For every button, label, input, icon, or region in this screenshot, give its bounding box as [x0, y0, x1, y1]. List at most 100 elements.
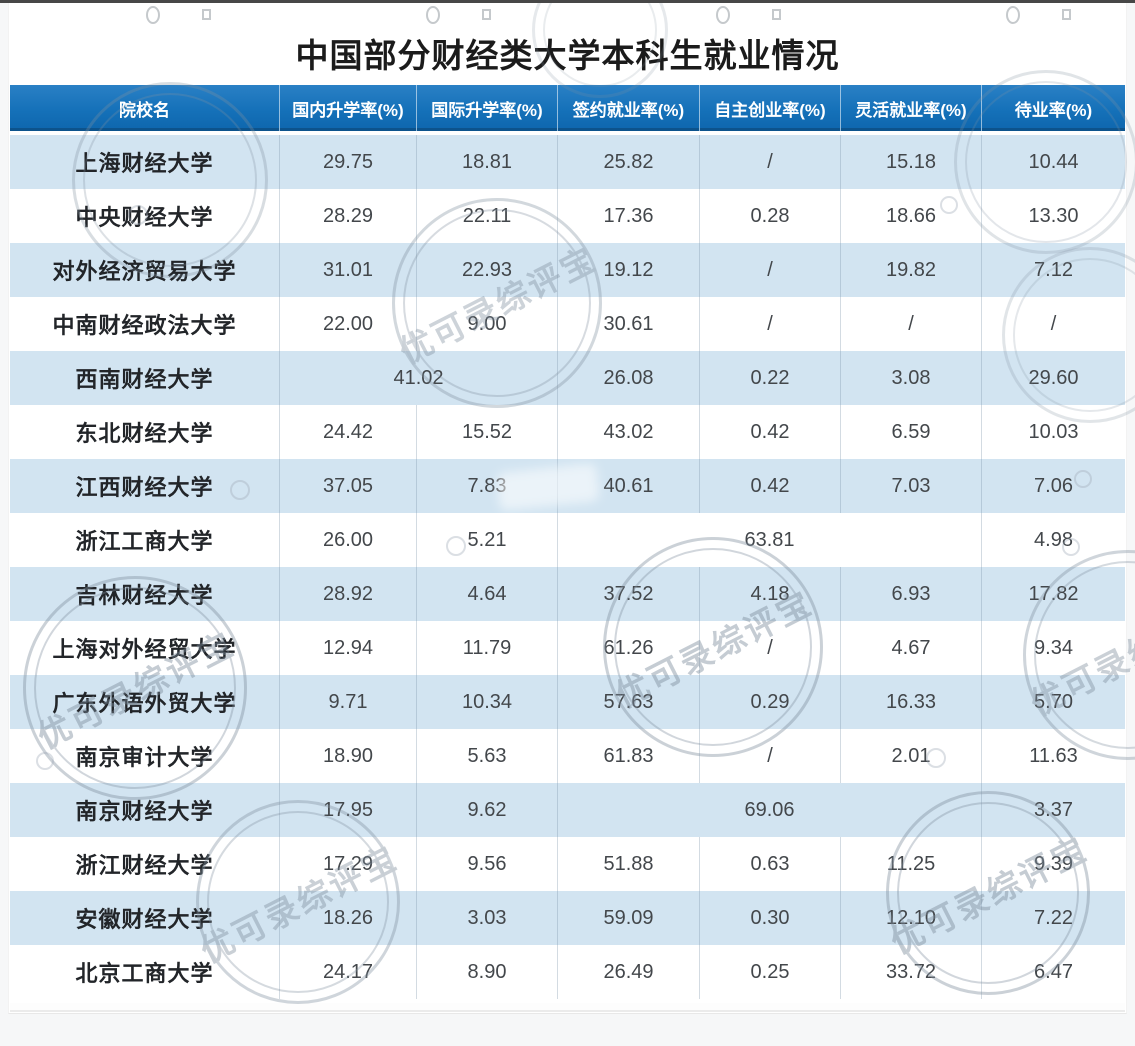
- value-cell: 30.61: [557, 297, 699, 351]
- value-cell: /: [699, 621, 840, 675]
- value-cell: 24.17: [279, 945, 416, 999]
- value-cell: 11.79: [416, 621, 557, 675]
- value-cell: 3.08: [840, 351, 981, 405]
- value-cell: 63.81: [557, 513, 981, 567]
- table-row: 南京审计大学 18.90 5.63 61.83/2.01 11.63: [10, 729, 1125, 783]
- value-cell: /: [981, 297, 1125, 351]
- table-header-row: 院校名 国内升学率(%) 国际升学率(%) 签约就业率(%) 自主创业率(%) 灵活就业率…: [10, 85, 1125, 135]
- value-cell: 8.90: [416, 945, 557, 999]
- value-cell: 31.01: [279, 243, 416, 297]
- value-cell: 16.33: [840, 675, 981, 729]
- value-cell: /: [699, 243, 840, 297]
- university-name-cell: 西南财经大学: [10, 351, 279, 405]
- university-name-cell: 对外经济贸易大学: [10, 243, 279, 297]
- value-cell: 28.92: [279, 567, 416, 621]
- table-row: 北京工商大学 24.17 8.90 26.49 0.25 33.72 6.47: [10, 945, 1125, 999]
- photo-top-edge: [0, 0, 1135, 3]
- value-cell: 13.30: [981, 189, 1125, 243]
- value-cell: 17.29: [279, 837, 416, 891]
- value-cell: 37.05: [279, 459, 416, 513]
- header-cell: 国际升学率(%): [416, 85, 557, 135]
- value-cell: 40.61: [557, 459, 699, 513]
- value-cell: 6.59: [840, 405, 981, 459]
- value-cell: 3.03: [416, 891, 557, 945]
- table-body: 上海财经大学 29.75 18.81 25.82/15.18 10.44 中央财经大学 28…: [10, 135, 1125, 999]
- value-cell: 26.08: [557, 351, 699, 405]
- university-name-cell: 吉林财经大学: [10, 567, 279, 621]
- value-cell: 6.93: [840, 567, 981, 621]
- value-cell: /: [699, 135, 840, 189]
- value-cell: /: [699, 729, 840, 783]
- value-cell: 18.66: [840, 189, 981, 243]
- value-cell: 43.02: [557, 405, 699, 459]
- university-name-cell: 浙江工商大学: [10, 513, 279, 567]
- value-cell: 33.72: [840, 945, 981, 999]
- value-cell: 57.63: [557, 675, 699, 729]
- value-cell: 41.02: [279, 351, 557, 405]
- value-cell: 0.29: [699, 675, 840, 729]
- header-cell: 待业率(%): [981, 85, 1125, 135]
- value-cell: 29.75: [279, 135, 416, 189]
- value-cell: 5.21: [416, 513, 557, 567]
- table-row: 上海对外经贸大学 12.94 11.79 61.26/4.67 9.34: [10, 621, 1125, 675]
- value-cell: 12.94: [279, 621, 416, 675]
- header-cell-university: 院校名: [10, 85, 279, 135]
- table-header: 院校名 国内升学率(%) 国际升学率(%) 签约就业率(%) 自主创业率(%) 灵活就业率…: [10, 85, 1125, 135]
- table-row: 西南财经大学 41.02 26.08 0.22 3.08 29.60: [10, 351, 1125, 405]
- university-name-cell: 安徽财经大学: [10, 891, 279, 945]
- value-cell: 4.18: [699, 567, 840, 621]
- university-name-cell: 中央财经大学: [10, 189, 279, 243]
- value-cell: 22.11: [416, 189, 557, 243]
- university-name-cell: 江西财经大学: [10, 459, 279, 513]
- value-cell: 61.83: [557, 729, 699, 783]
- value-cell: 11.63: [981, 729, 1125, 783]
- table-row: 中南财经政法大学 22.00 9.00 30.61// /: [10, 297, 1125, 351]
- value-cell: 7.22: [981, 891, 1125, 945]
- value-cell: 5.63: [416, 729, 557, 783]
- table-bottom-edge: [10, 1003, 1125, 1012]
- value-cell: 17.95: [279, 783, 416, 837]
- value-cell: /: [699, 297, 840, 351]
- value-cell: 0.42: [699, 405, 840, 459]
- university-name-cell: 南京财经大学: [10, 783, 279, 837]
- value-cell: 9.39: [981, 837, 1125, 891]
- value-cell: 17.82: [981, 567, 1125, 621]
- university-name-cell: 东北财经大学: [10, 405, 279, 459]
- value-cell: 22.93: [416, 243, 557, 297]
- value-cell: 0.42: [699, 459, 840, 513]
- value-cell: 17.36: [557, 189, 699, 243]
- value-cell: 4.67: [840, 621, 981, 675]
- table-row: 东北财经大学 24.42 15.52 43.02 0.42 6.59 10.03: [10, 405, 1125, 459]
- value-cell: 7.03: [840, 459, 981, 513]
- value-cell: 19.12: [557, 243, 699, 297]
- value-cell: 22.00: [279, 297, 416, 351]
- value-cell: 7.12: [981, 243, 1125, 297]
- table-row: 江西财经大学 37.05 7.83 40.61 0.42 7.03 7.06: [10, 459, 1125, 513]
- value-cell: 10.44: [981, 135, 1125, 189]
- table-row: 浙江财经大学 17.29 9.56 51.88 0.63 11.25 9.39: [10, 837, 1125, 891]
- value-cell: 29.60: [981, 351, 1125, 405]
- table-row: 安徽财经大学 18.26 3.03 59.09 0.30 12.10 7.22: [10, 891, 1125, 945]
- value-cell: 0.22: [699, 351, 840, 405]
- value-cell: 61.26: [557, 621, 699, 675]
- value-cell: 2.01: [840, 729, 981, 783]
- university-name-cell: 北京工商大学: [10, 945, 279, 999]
- value-cell: 3.37: [981, 783, 1125, 837]
- value-cell: 15.18: [840, 135, 981, 189]
- value-cell: 4.98: [981, 513, 1125, 567]
- value-cell: 19.82: [840, 243, 981, 297]
- value-cell: 26.00: [279, 513, 416, 567]
- table-row: 广东外语外贸大学 9.71 10.34 57.63 0.29 16.33 5.70: [10, 675, 1125, 729]
- value-cell: 7.83: [416, 459, 557, 513]
- value-cell: 18.26: [279, 891, 416, 945]
- table-row: 吉林财经大学 28.92 4.64 37.52 4.18 6.93 17.82: [10, 567, 1125, 621]
- value-cell: 0.63: [699, 837, 840, 891]
- table-row: 南京财经大学 17.95 9.62 69.06 3.37: [10, 783, 1125, 837]
- table-row: 对外经济贸易大学 31.01 22.93 19.12/19.82 7.12: [10, 243, 1125, 297]
- value-cell: 11.25: [840, 837, 981, 891]
- value-cell: 69.06: [557, 783, 981, 837]
- header-cell: 国内升学率(%): [279, 85, 416, 135]
- value-cell: /: [840, 297, 981, 351]
- value-cell: 9.00: [416, 297, 557, 351]
- value-cell: 9.56: [416, 837, 557, 891]
